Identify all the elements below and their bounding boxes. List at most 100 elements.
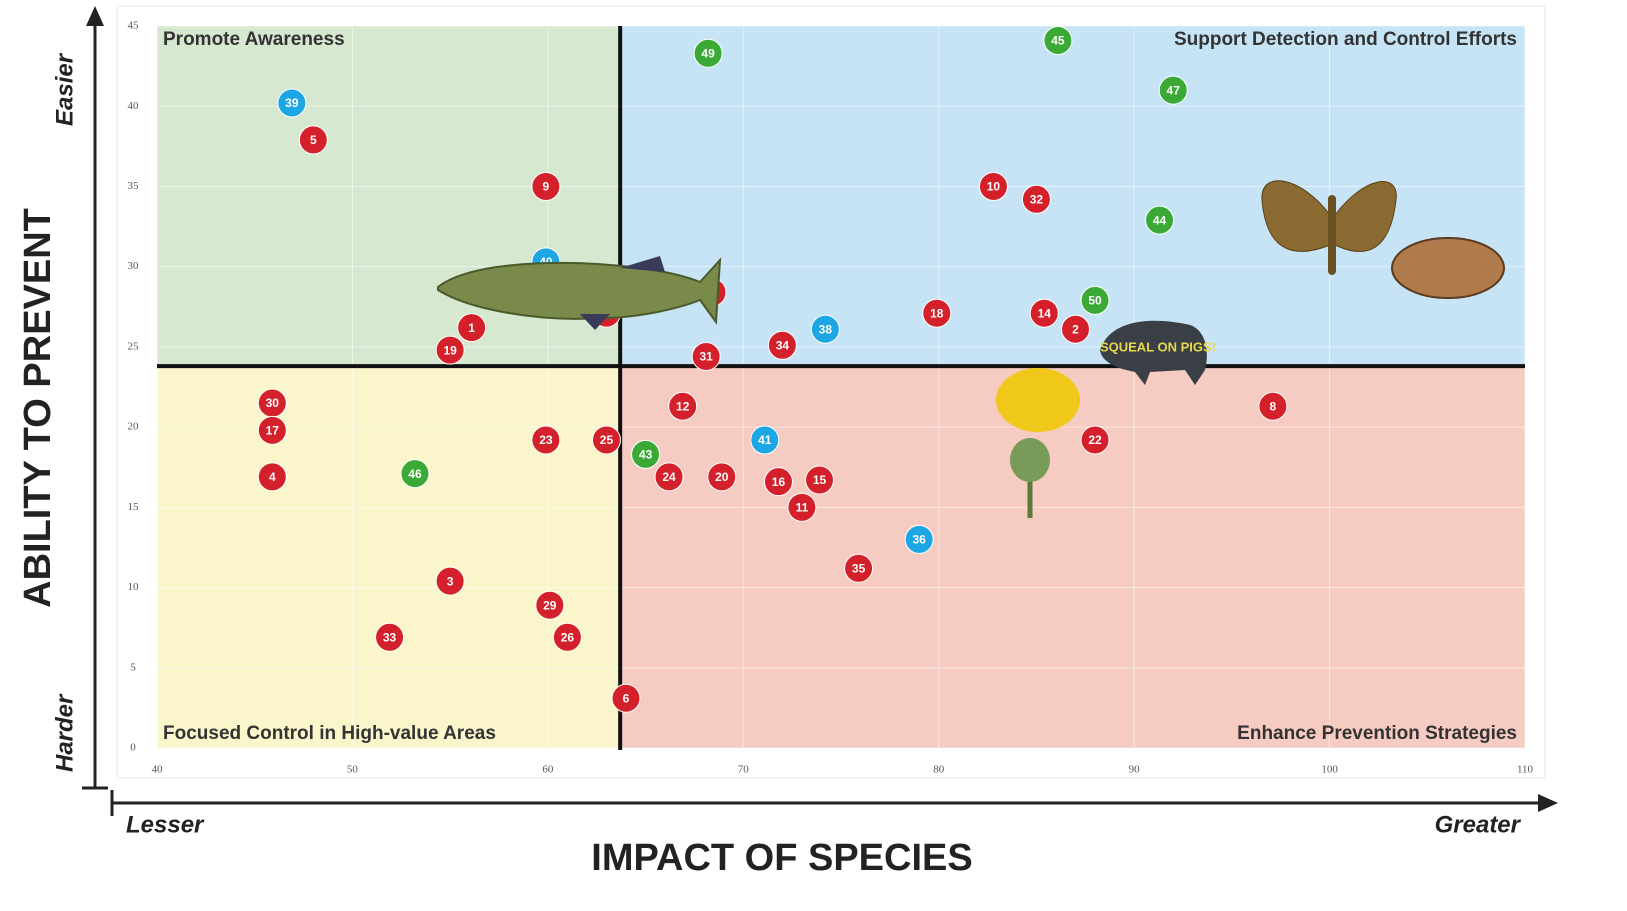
point — [435, 335, 465, 365]
y-tick-label: 40 — [128, 100, 140, 112]
point-label: 8 — [1270, 399, 1277, 413]
point — [750, 425, 780, 455]
point — [375, 622, 405, 652]
point-label: 4 — [269, 470, 276, 484]
point-label: 3 — [447, 574, 454, 588]
y-tick-label: 45 — [128, 20, 140, 32]
point-label: 11 — [796, 501, 809, 515]
point-label: 32 — [1030, 192, 1044, 206]
y-axis-title: ABILITY TO PREVENT — [17, 208, 59, 608]
point — [591, 425, 621, 455]
point — [904, 524, 934, 554]
point-label: 23 — [539, 433, 553, 447]
point-label: 29 — [543, 598, 557, 612]
point — [457, 313, 487, 343]
point-label: 10 — [987, 180, 1001, 194]
point-label: 46 — [408, 467, 422, 481]
y-tick-label: 15 — [128, 501, 140, 513]
point — [787, 492, 817, 522]
point — [978, 171, 1008, 201]
point — [277, 88, 307, 118]
y-tick-label: 30 — [128, 260, 140, 272]
x-tick-label: 100 — [1321, 764, 1338, 776]
point — [693, 38, 723, 68]
point — [531, 425, 561, 455]
point-label: 14 — [1038, 306, 1052, 320]
point — [1061, 314, 1091, 344]
point-label: 36 — [912, 533, 926, 547]
quadrant — [157, 366, 621, 748]
point-label: 30 — [266, 396, 280, 410]
point — [298, 125, 328, 155]
y-tick-label: 10 — [128, 581, 140, 593]
point — [767, 330, 797, 360]
point — [1258, 391, 1288, 421]
point-label: 18 — [930, 306, 944, 320]
point-label: 47 — [1167, 83, 1181, 97]
point-label: 44 — [1153, 213, 1167, 227]
point-label: 2 — [1072, 322, 1079, 336]
pig-illustration — [1100, 320, 1207, 385]
point — [435, 566, 465, 596]
point — [1029, 298, 1059, 328]
point — [535, 590, 565, 620]
badge-text: SQUEAL ON PIGS! — [1100, 339, 1216, 354]
point — [1158, 75, 1188, 105]
point-label: 39 — [285, 96, 299, 110]
point — [257, 462, 287, 492]
quadrant — [620, 366, 1525, 748]
thistle-illustration — [996, 368, 1080, 518]
x-tick-label: 60 — [542, 764, 554, 776]
quadrants — [116, 5, 1546, 779]
x-axis-title: IMPACT OF SPECIES — [591, 837, 972, 879]
y-tick-label: 20 — [128, 421, 140, 433]
y-high-label: Easier — [51, 52, 78, 126]
x-axis-arrow — [1538, 794, 1558, 812]
point-label: 19 — [443, 343, 457, 357]
point-label: 34 — [776, 338, 790, 352]
point-label: 5 — [310, 133, 317, 147]
grid — [156, 25, 1526, 750]
point-label: 49 — [701, 46, 715, 60]
point — [1080, 425, 1110, 455]
point-label: 22 — [1088, 433, 1102, 447]
point-label: 50 — [1088, 294, 1102, 308]
point-label: 31 — [699, 350, 713, 364]
point-label: 12 — [676, 399, 690, 413]
point — [257, 415, 287, 445]
point-label: 1 — [468, 321, 475, 335]
x-tick-label: 40 — [152, 764, 164, 776]
point — [668, 391, 698, 421]
point-label: 20 — [715, 470, 729, 484]
y-tick-label: 25 — [128, 340, 140, 352]
point-label: 41 — [758, 433, 772, 447]
point-label: 33 — [383, 630, 397, 644]
point — [844, 553, 874, 583]
quadrant-label: Enhance Prevention Strategies — [1237, 723, 1517, 744]
point — [552, 622, 582, 652]
shell-illustration — [1391, 237, 1505, 299]
point-label: 15 — [813, 473, 827, 487]
point — [1021, 184, 1051, 214]
y-tick-label: 5 — [130, 661, 136, 673]
point — [810, 314, 840, 344]
y-axis-arrow — [86, 6, 104, 26]
x-low-label: Lesser — [126, 811, 205, 838]
moth-illustration — [1261, 180, 1397, 275]
point-label: 6 — [623, 691, 630, 705]
x-tick-label: 110 — [1517, 764, 1534, 776]
point — [400, 459, 430, 489]
quadrant-label: Focused Control in High-value Areas — [163, 723, 496, 744]
point — [707, 462, 737, 492]
x-tick-label: 80 — [933, 764, 945, 776]
point-label: 26 — [561, 630, 575, 644]
point-label: 45 — [1051, 34, 1065, 48]
point-label: 9 — [543, 180, 550, 194]
point-label: 38 — [819, 322, 833, 336]
point — [611, 683, 641, 713]
point-label: 24 — [662, 470, 676, 484]
point — [763, 467, 793, 497]
point-label: 25 — [600, 433, 614, 447]
point — [531, 171, 561, 201]
point — [1145, 205, 1175, 235]
